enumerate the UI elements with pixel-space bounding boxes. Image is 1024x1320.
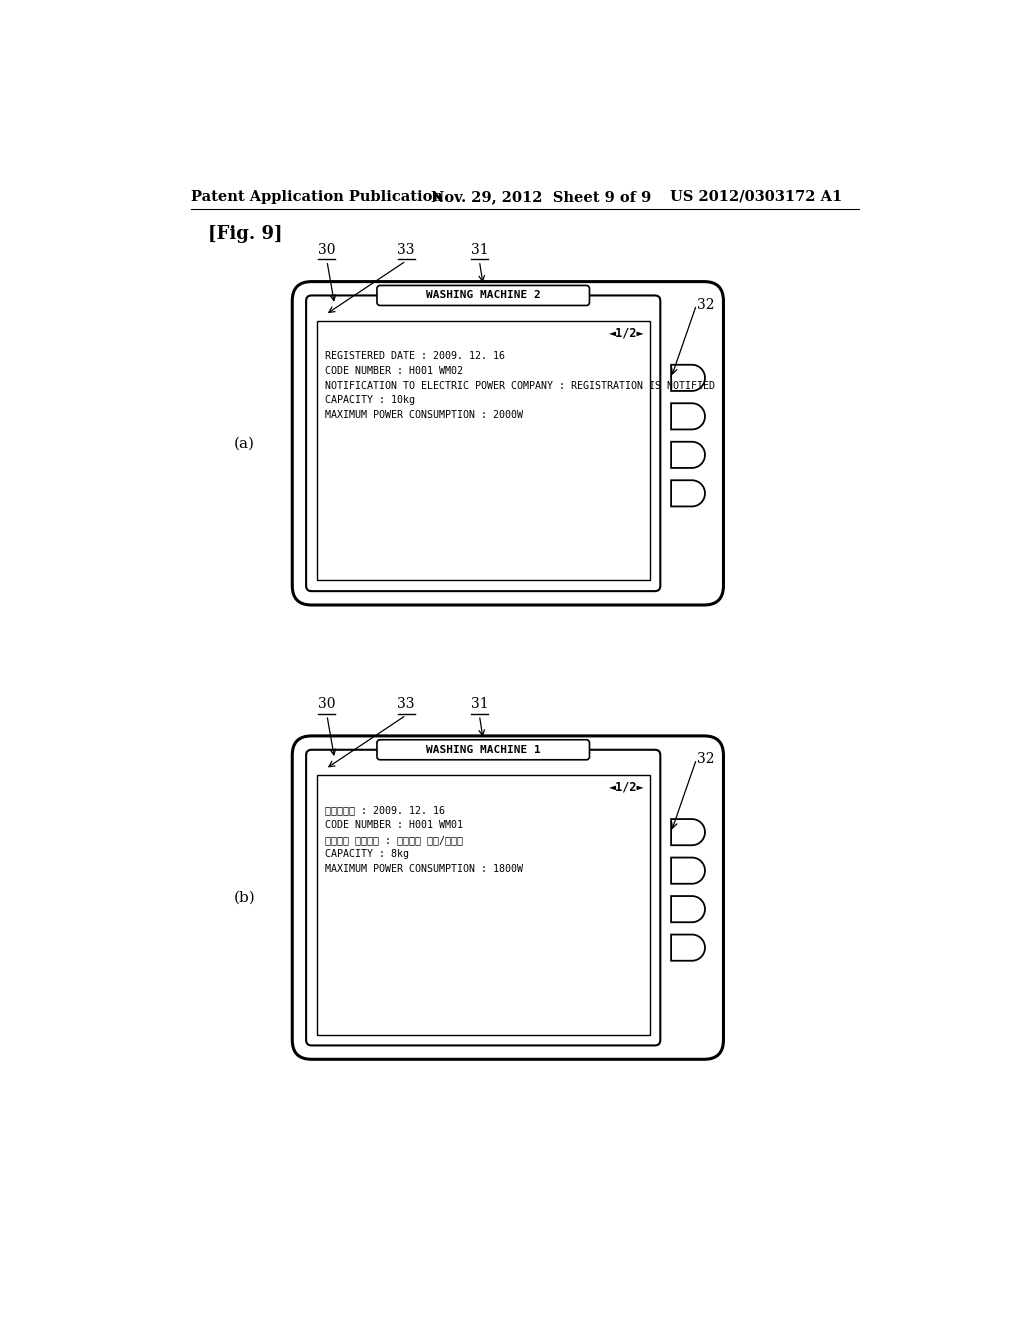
Text: (b): (b) [233,891,255,904]
Text: 31: 31 [471,243,488,257]
PathPatch shape [671,404,705,429]
Text: 30: 30 [318,697,336,711]
PathPatch shape [671,858,705,884]
Text: NOTIFICATION TO ELECTRIC POWER COMPANY : REGISTRATION IS NOTIFIED: NOTIFICATION TO ELECTRIC POWER COMPANY :… [325,380,715,391]
Text: (a): (a) [234,437,255,450]
Text: [Fig. 9]: [Fig. 9] [208,224,282,243]
FancyBboxPatch shape [306,296,660,591]
Text: CODE NUMBER : H001 WM01: CODE NUMBER : H001 WM01 [325,820,463,830]
Text: CAPACITY : 8kg: CAPACITY : 8kg [325,850,409,859]
Text: 30: 30 [318,243,336,257]
PathPatch shape [671,935,705,961]
FancyBboxPatch shape [377,739,590,760]
Text: REGISTERED DATE : 2009. 12. 16: REGISTERED DATE : 2009. 12. 16 [325,351,505,362]
Text: 32: 32 [696,752,714,766]
Text: MAXIMUM POWER CONSUMPTION : 1800W: MAXIMUM POWER CONSUMPTION : 1800W [325,865,522,874]
Text: Patent Application Publication: Patent Application Publication [190,190,442,203]
PathPatch shape [671,442,705,469]
Text: 33: 33 [397,243,415,257]
Text: US 2012/0303172 A1: US 2012/0303172 A1 [670,190,842,203]
Text: CAPACITY : 10kg: CAPACITY : 10kg [325,395,415,405]
Text: 33: 33 [397,697,415,711]
PathPatch shape [671,818,705,845]
Text: Nov. 29, 2012  Sheet 9 of 9: Nov. 29, 2012 Sheet 9 of 9 [431,190,651,203]
FancyBboxPatch shape [292,737,724,1059]
PathPatch shape [671,896,705,923]
FancyBboxPatch shape [316,775,649,1035]
Text: MAXIMUM POWER CONSUMPTION : 2000W: MAXIMUM POWER CONSUMPTION : 2000W [325,409,522,420]
Text: 31: 31 [471,697,488,711]
Text: 탈퇴신청일 : 2009. 12. 16: 탈퇴신청일 : 2009. 12. 16 [325,805,444,816]
FancyBboxPatch shape [292,281,724,605]
Text: CODE NUMBER : H001 WM02: CODE NUMBER : H001 WM02 [325,366,463,376]
Text: 전력회사 통지여부 : 탈퇴신청 완료/진행중: 전력회사 통지여부 : 탈퇴신청 완료/진행중 [325,834,463,845]
PathPatch shape [671,364,705,391]
Text: WASHING MACHINE 1: WASHING MACHINE 1 [426,744,541,755]
FancyBboxPatch shape [377,285,590,305]
Text: ◄1/2►: ◄1/2► [609,781,645,795]
FancyBboxPatch shape [316,321,649,581]
FancyBboxPatch shape [306,750,660,1045]
Text: ◄1/2►: ◄1/2► [609,326,645,339]
PathPatch shape [671,480,705,507]
Text: 32: 32 [696,298,714,312]
Text: WASHING MACHINE 2: WASHING MACHINE 2 [426,290,541,301]
